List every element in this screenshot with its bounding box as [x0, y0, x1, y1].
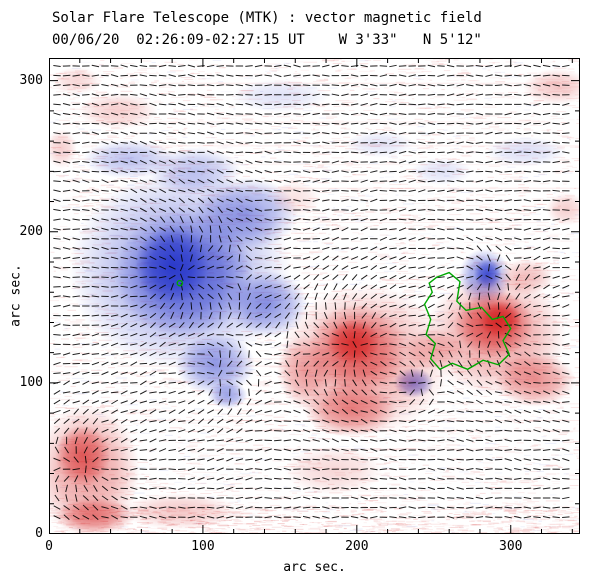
- x-tick-label: 100: [191, 539, 215, 554]
- y-tick-label: 200: [19, 223, 43, 239]
- figure-title: Solar Flare Telescope (MTK) : vector mag…: [52, 10, 482, 26]
- plot-area: [49, 58, 580, 534]
- figure-subtitle: 00/06/20 02:26:09-02:27:15 UT W 3'33" N …: [52, 32, 482, 48]
- y-tick-label: 300: [19, 72, 43, 88]
- y-axis-label: arc sec.: [8, 264, 24, 327]
- x-tick-label: 300: [498, 539, 523, 554]
- x-tick-label: 200: [345, 539, 369, 554]
- x-axis-label: arc sec.: [283, 560, 346, 575]
- x-tick-label: 0: [45, 539, 53, 554]
- y-tick-label: 0: [35, 525, 43, 541]
- y-tick-label: 100: [19, 374, 43, 390]
- magnetogram-canvas: [49, 58, 580, 534]
